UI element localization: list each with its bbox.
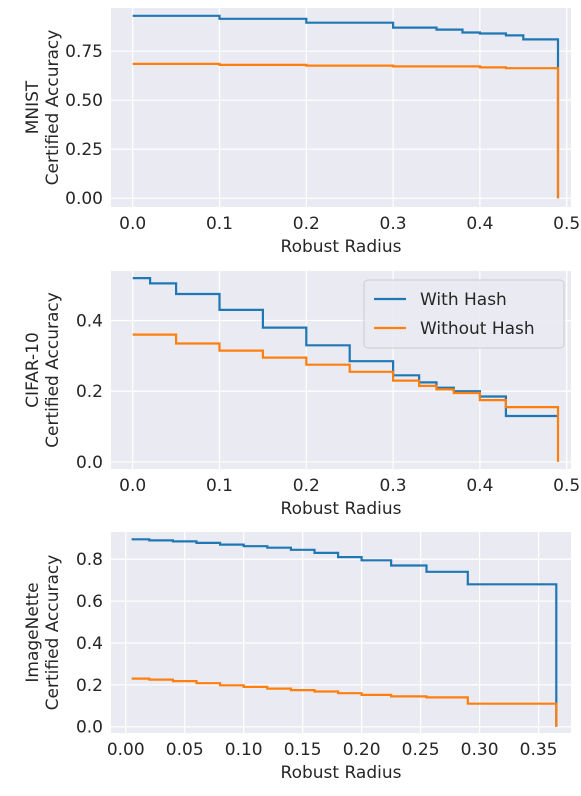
y-tick-label: 0.2 <box>76 382 103 402</box>
series-line-with-hash <box>132 14 560 199</box>
y-axis-label-line: MNIST <box>23 80 43 134</box>
y-tick-label: 0.4 <box>76 634 103 654</box>
x-tick-label: 0.00 <box>107 740 145 760</box>
series-line-with-hash <box>132 277 558 418</box>
y-tick-label: 0.6 <box>76 592 103 612</box>
legend-label: With Hash <box>420 290 507 310</box>
legend-label: Without Hash <box>420 319 535 339</box>
y-tick-label: 0.8 <box>76 550 103 570</box>
x-tick-label: 0.3 <box>380 476 407 496</box>
x-axis-label: Robust Radius <box>281 763 402 783</box>
chart-panel-1: 0.0 0.1 0.2 0.3 0.4 0.5 0.00 0.25 0.50 0.75 Robust… <box>23 8 580 257</box>
x-tick-label: 0.1 <box>206 476 233 496</box>
x-tick-label: 0.4 <box>466 476 493 496</box>
x-tick-label: 0.30 <box>461 740 499 760</box>
y-tick-label: 0.00 <box>65 189 103 209</box>
y-axis-label: ImageNetteCertified Accuracy <box>23 555 63 711</box>
x-axis-label: Robust Radius <box>281 499 402 519</box>
plot-area <box>111 8 571 207</box>
y-axis-label-line: ImageNette <box>23 582 43 682</box>
y-axis-label: CIFAR-10Certified Accuracy <box>23 292 63 448</box>
x-tick-label: 0.4 <box>466 214 493 234</box>
legend-box <box>363 279 565 349</box>
series-line-without-hash <box>132 333 560 462</box>
x-tick-label: 0.15 <box>284 740 322 760</box>
x-tick-label: 0.2 <box>293 214 320 234</box>
series-line-without-hash <box>132 62 560 199</box>
series-line-with-hash <box>131 538 558 727</box>
y-tick-label: 0.0 <box>76 718 103 738</box>
x-axis-label: Robust Radius <box>281 237 402 257</box>
x-tick-label: 0.5 <box>553 476 580 496</box>
y-axis-label: MNISTCertified Accuracy <box>23 30 63 186</box>
series-line-without-hash <box>131 677 558 727</box>
y-axis-label-line: Certified Accuracy <box>43 292 63 448</box>
y-tick-label: 0.75 <box>65 42 103 62</box>
y-tick-label: 0.50 <box>65 91 103 111</box>
y-axis-label-line: Certified Accuracy <box>43 555 63 711</box>
y-tick-label: 0.4 <box>76 312 103 332</box>
y-axis-label-line: CIFAR-10 <box>23 332 43 408</box>
chart-panel-3: 0.00 0.05 0.10 0.15 0.20 0.25 0.30 0.35 0.0 0.2 0.… <box>23 532 571 783</box>
x-tick-label: 0.5 <box>553 214 580 234</box>
y-axis-label-line: Certified Accuracy <box>43 30 63 186</box>
x-tick-label: 0.05 <box>166 740 204 760</box>
x-tick-label: 0.25 <box>402 740 440 760</box>
x-tick-label: 0.35 <box>520 740 558 760</box>
x-tick-label: 0.20 <box>343 740 381 760</box>
x-tick-label: 0.1 <box>206 214 233 234</box>
y-tick-label: 0.25 <box>65 140 103 160</box>
x-tick-label: 0.0 <box>119 214 146 234</box>
x-tick-label: 0.10 <box>225 740 263 760</box>
plot-area <box>111 532 571 733</box>
y-tick-label: 0.0 <box>76 453 103 473</box>
x-tick-label: 0.2 <box>293 476 320 496</box>
chart-panel-2: 0.0 0.1 0.2 0.3 0.4 0.5 0.0 0.2 0.4 Robust Radius… <box>23 271 580 519</box>
x-tick-label: 0.0 <box>119 476 146 496</box>
x-tick-label: 0.3 <box>380 214 407 234</box>
y-tick-label: 0.2 <box>76 676 103 696</box>
